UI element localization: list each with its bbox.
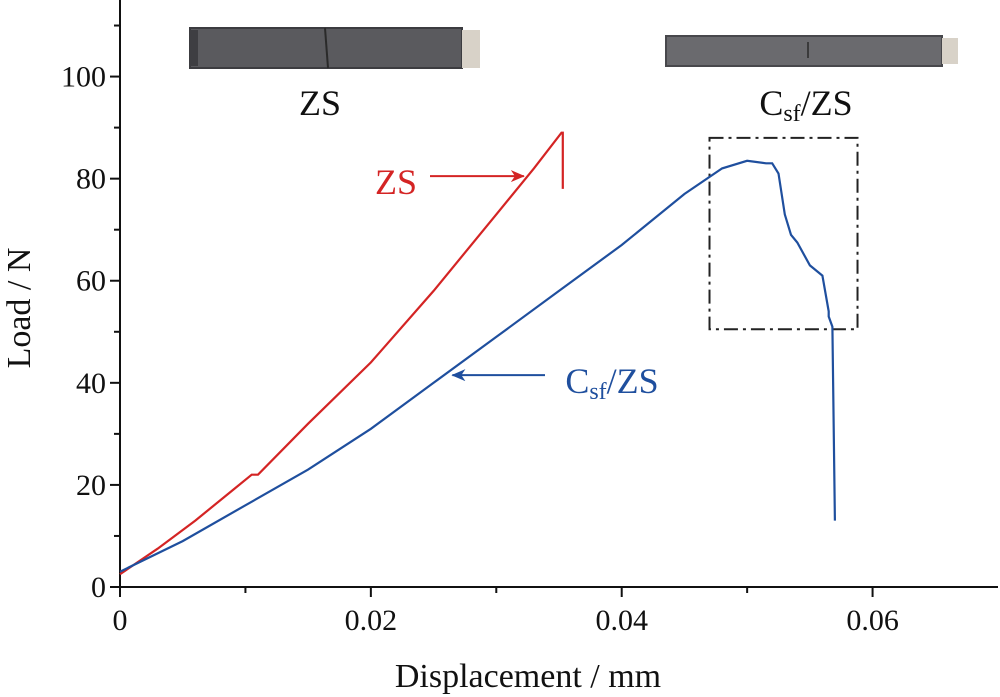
zs-specimen-photo: [189, 27, 480, 69]
annotation-csf-zs: Csf/ZS: [565, 361, 658, 405]
x-tick-label: 0.06: [846, 604, 899, 637]
photo-label-zs: ZS: [299, 83, 341, 123]
highlight-box: [708, 136, 859, 331]
y-tick-label: 100: [61, 61, 106, 94]
y-axis-title: Load / N: [1, 248, 38, 369]
series-line-zs: [119, 131, 564, 576]
x-axis-title: Displacement / mm: [395, 658, 661, 695]
y-axis-ticks: 0 20 40 60 80 100: [61, 24, 120, 604]
csf-zs-specimen-photo: [665, 35, 958, 67]
annotation-zs: ZS: [375, 162, 417, 202]
photo-label-csf-zs: Csf/ZS: [759, 83, 852, 127]
y-tick-label: 60: [76, 265, 106, 298]
y-tick-label: 0: [91, 571, 106, 604]
axes-frame: [119, 0, 998, 588]
y-tick-label: 40: [76, 367, 106, 400]
x-tick-label: 0.02: [345, 604, 398, 637]
y-tick-label: 80: [76, 163, 106, 196]
x-tick-label: 0: [113, 604, 128, 637]
series-line-csf-zs: [119, 159, 836, 573]
x-tick-label: 0.04: [595, 604, 648, 637]
y-tick-label: 20: [76, 469, 106, 502]
x-axis-ticks: 0 0.02 0.04 0.06: [113, 587, 899, 637]
